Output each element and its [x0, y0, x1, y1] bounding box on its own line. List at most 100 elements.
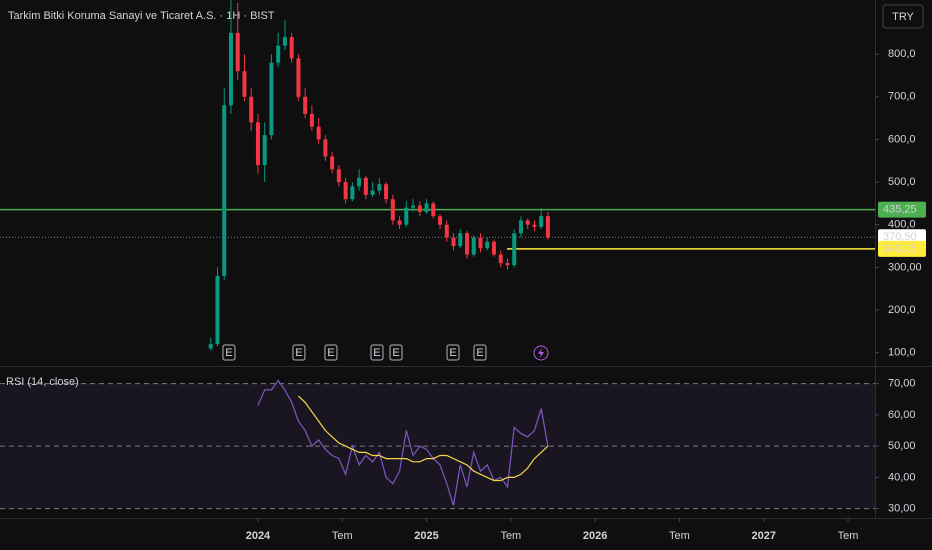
dividend-icon[interactable]: [533, 345, 549, 361]
candle-body: [357, 177, 362, 187]
earnings-marker[interactable]: [446, 344, 460, 361]
candle-body: [397, 220, 402, 225]
candle-body: [512, 233, 517, 266]
currency-button[interactable]: [882, 4, 924, 29]
x-tick-label: Tem: [669, 530, 690, 542]
candle-body: [545, 216, 550, 238]
candle-body: [404, 207, 409, 225]
candle-body: [282, 37, 287, 46]
price-level-box: [878, 240, 926, 257]
x-tick-label: Tem: [332, 530, 353, 542]
y-tick-label: 50,00: [888, 440, 916, 452]
x-tick-label: Tem: [500, 530, 521, 542]
y-tick-label: 800,0: [888, 48, 916, 60]
candle-body: [465, 233, 470, 255]
background-layer: [0, 0, 932, 519]
y-tick-label: 40,00: [888, 471, 916, 483]
y-tick-label: 200,0: [888, 304, 916, 316]
rsi-band: [0, 383, 875, 509]
earnings-label: E: [225, 347, 232, 359]
x-tick-label: Tem: [838, 530, 859, 542]
candle-body: [350, 186, 355, 200]
candle-body: [316, 126, 321, 140]
currency-label[interactable]: TRY: [892, 11, 914, 23]
candle-body: [485, 241, 490, 249]
candle-body: [498, 254, 503, 264]
candle-body: [242, 71, 247, 97]
candle-body: [363, 177, 368, 195]
candle-body: [215, 275, 220, 345]
candle-body: [491, 241, 496, 255]
earnings-marker[interactable]: [292, 344, 306, 361]
y-tick-label: 30,00: [888, 503, 916, 515]
earnings-marker[interactable]: [370, 344, 384, 361]
rsi-line: [297, 395, 549, 482]
candle-body: [377, 184, 382, 191]
earnings-label: E: [449, 347, 456, 359]
candle-body: [471, 237, 476, 255]
candle-body: [458, 233, 463, 247]
candle-body: [228, 32, 233, 106]
candle-body: [539, 216, 544, 227]
candle-body: [249, 96, 254, 123]
candle-body: [411, 205, 416, 208]
candle-body: [208, 344, 213, 349]
candle-body: [323, 139, 328, 157]
earnings-label: E: [476, 347, 483, 359]
price-level-label: 435,25: [883, 204, 917, 216]
candle-body: [309, 113, 314, 127]
candle-body: [505, 263, 510, 266]
candle-body: [235, 32, 240, 72]
y-tick-label: 100,0: [888, 347, 916, 359]
candle-body: [303, 96, 308, 114]
candle-body: [336, 169, 341, 183]
x-tick-label: 2026: [583, 530, 607, 542]
y-tick-label: 600,0: [888, 133, 916, 145]
earnings-marker[interactable]: [389, 344, 403, 361]
price-level-label: 343,25: [883, 243, 917, 255]
candle-body: [269, 62, 274, 136]
candle-body: [222, 105, 227, 276]
indicator-title: RSI (14, close): [6, 376, 79, 388]
earnings-label: E: [373, 347, 380, 359]
candle-body: [478, 237, 483, 249]
candle-body: [370, 190, 375, 195]
price-level-label: 370,50: [883, 231, 917, 243]
earnings-marker[interactable]: [473, 344, 487, 361]
candle-body: [296, 58, 301, 97]
price-level-box: [878, 201, 926, 218]
candle-body: [390, 199, 395, 221]
rsi-line: [257, 379, 549, 506]
y-tick-label: 70,00: [888, 378, 916, 390]
candle-body: [444, 224, 449, 238]
candle-body: [417, 205, 422, 212]
candle-body: [438, 216, 443, 225]
x-tick-label: 2025: [414, 530, 438, 542]
earnings-marker[interactable]: [324, 344, 338, 361]
chart-title: Tarkim Bitki Koruma Sanayi ve Ticaret A.…: [8, 10, 275, 22]
candle-body: [276, 45, 281, 63]
candle-body: [343, 182, 348, 200]
earnings-label: E: [295, 347, 302, 359]
candle-body: [330, 156, 335, 170]
y-tick-label: 60,00: [888, 409, 916, 421]
candle-body: [262, 135, 267, 166]
earnings-label: E: [392, 347, 399, 359]
candle-body: [431, 203, 436, 217]
candle-body: [289, 37, 294, 59]
candle-body: [424, 203, 429, 212]
candle-body: [255, 122, 260, 166]
dividend-bolt: [538, 348, 544, 358]
earnings-marker[interactable]: [222, 344, 236, 361]
candle-body: [532, 224, 537, 227]
y-tick-label: 400,0: [888, 219, 916, 231]
candle-body: [384, 184, 389, 200]
candle-body: [451, 237, 456, 247]
y-tick-label: 300,00: [888, 261, 922, 273]
candle-body: [518, 220, 523, 234]
y-tick-label: 700,0: [888, 91, 916, 103]
y-tick-label: 500,0: [888, 176, 916, 188]
